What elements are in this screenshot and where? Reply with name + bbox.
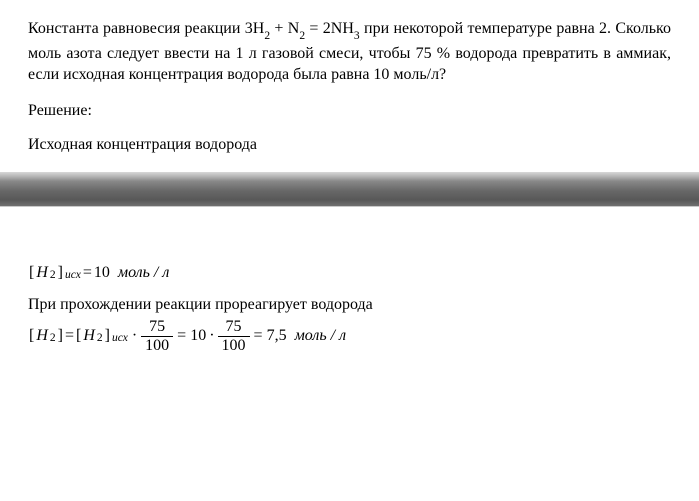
equation-1: [H2]исх = 10 моль / л — [28, 264, 671, 282]
reacted-label: При прохождении реакции прореагирует вод… — [28, 296, 671, 314]
page-top-section: Константа равновесия реакции 3H2 + N2 = … — [0, 0, 699, 172]
eq2-eq2: = — [177, 327, 186, 345]
eq2-rsub: 2 — [97, 332, 103, 344]
solution-label: Решение: — [28, 102, 671, 120]
eq1-open: [ — [29, 264, 34, 282]
eq2-lvar: H — [36, 327, 48, 345]
reaction-plus: + N — [270, 20, 299, 37]
eq2-dot2: · — [209, 327, 214, 345]
eq2-val1: 10 — [190, 327, 206, 345]
eq2-lopen: [ — [29, 327, 34, 345]
eq1-value: 10 — [94, 264, 110, 282]
eq2-frac1: 75 100 — [141, 318, 173, 354]
eq2-rclose: ] — [105, 327, 110, 345]
reaction-sub3: 3 — [354, 30, 360, 42]
page-break-gap — [0, 172, 699, 234]
eq2-lclose: ] — [58, 327, 63, 345]
eq2-wrap: [H2] = [H2]исх · 75 100 = 10 · 75 100 = … — [28, 318, 347, 354]
reaction-sub1: 2 — [264, 30, 270, 42]
eq2-eq1: = — [65, 327, 74, 345]
eq2-ropen: [ — [76, 327, 81, 345]
eq2-risx: исх — [112, 332, 128, 344]
eq1-varsub: 2 — [50, 269, 56, 281]
equation-2: [H2] = [H2]исх · 75 100 = 10 · 75 100 = … — [28, 318, 671, 354]
eq2-frac2-den: 100 — [218, 337, 250, 355]
eq2-result: 7,5 — [267, 327, 287, 345]
reaction-part1: 3H — [245, 20, 265, 37]
reaction-eq: = 2NH — [305, 20, 354, 37]
eq2-lsub: 2 — [50, 332, 56, 344]
eq1-var: H — [36, 264, 48, 282]
eq1-equals: = — [83, 264, 92, 282]
eq2-frac1-den: 100 — [141, 337, 173, 355]
initial-concentration-label: Исходная концентрация водорода — [28, 136, 671, 154]
eq1-isx: исх — [65, 269, 81, 281]
eq1-wrap: [H2]исх = 10 моль / л — [28, 264, 170, 282]
eq2-units: моль / л — [295, 327, 347, 345]
eq2-rvar: H — [83, 327, 95, 345]
eq2-eq3: = — [254, 327, 263, 345]
eq2-dot1: · — [132, 327, 137, 345]
reaction-sub2: 2 — [299, 30, 305, 42]
eq2-frac2: 75 100 — [218, 318, 250, 354]
problem-statement: Константа равновесия реакции 3H2 + N2 = … — [28, 18, 671, 86]
eq1-close: ] — [58, 264, 63, 282]
eq2-frac1-num: 75 — [141, 318, 173, 337]
eq2-frac2-num: 75 — [218, 318, 250, 337]
problem-prefix: Константа равновесия реакции — [28, 20, 245, 37]
eq1-units: моль / л — [118, 264, 170, 282]
page-bottom-section: [H2]исх = 10 моль / л При прохождении ре… — [0, 234, 699, 378]
